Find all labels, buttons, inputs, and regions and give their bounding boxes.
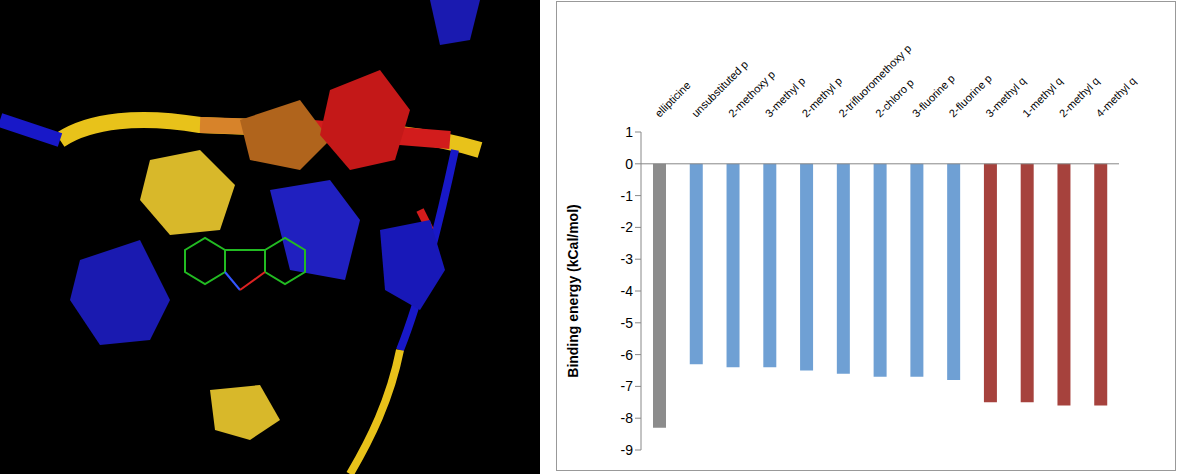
svg-text:-1: -1 [621, 188, 634, 204]
svg-text:2-methyl p: 2-methyl p [799, 74, 845, 120]
svg-text:ellipticine: ellipticine [652, 79, 692, 119]
svg-text:-6: -6 [621, 347, 634, 363]
svg-text:1-methyl q: 1-methyl q [1020, 74, 1065, 120]
svg-text:unsubstituted p: unsubstituted p [689, 58, 751, 120]
svg-text:-2: -2 [621, 219, 634, 235]
svg-text:4-methyl q: 4-methyl q [1094, 75, 1139, 120]
svg-text:0: 0 [625, 156, 633, 172]
svg-text:-8: -8 [621, 410, 634, 426]
svg-text:2-methyl q: 2-methyl q [1056, 74, 1102, 120]
svg-text:3-fluorine p: 3-fluorine p [909, 72, 958, 120]
svg-text:3-methyl p: 3-methyl p [762, 74, 808, 120]
svg-text:Binding energy (kCal/mol): Binding energy (kCal/mol) [565, 204, 581, 377]
svg-text:-5: -5 [621, 315, 634, 331]
svg-text:3-methyl q: 3-methyl q [983, 74, 1028, 120]
svg-text:-4: -4 [621, 283, 634, 299]
svg-text:1: 1 [625, 124, 633, 140]
svg-text:2-fluorine p: 2-fluorine p [946, 72, 994, 120]
svg-text:-3: -3 [621, 251, 634, 267]
svg-text:-9: -9 [621, 442, 634, 458]
svg-text:-7: -7 [621, 378, 634, 394]
svg-text:2-chloro p: 2-chloro p [873, 76, 916, 119]
svg-text:2-trifluoromethoxy p: 2-trifluoromethoxy p [836, 42, 914, 120]
svg-text:2-methoxy p: 2-methoxy p [725, 68, 778, 120]
